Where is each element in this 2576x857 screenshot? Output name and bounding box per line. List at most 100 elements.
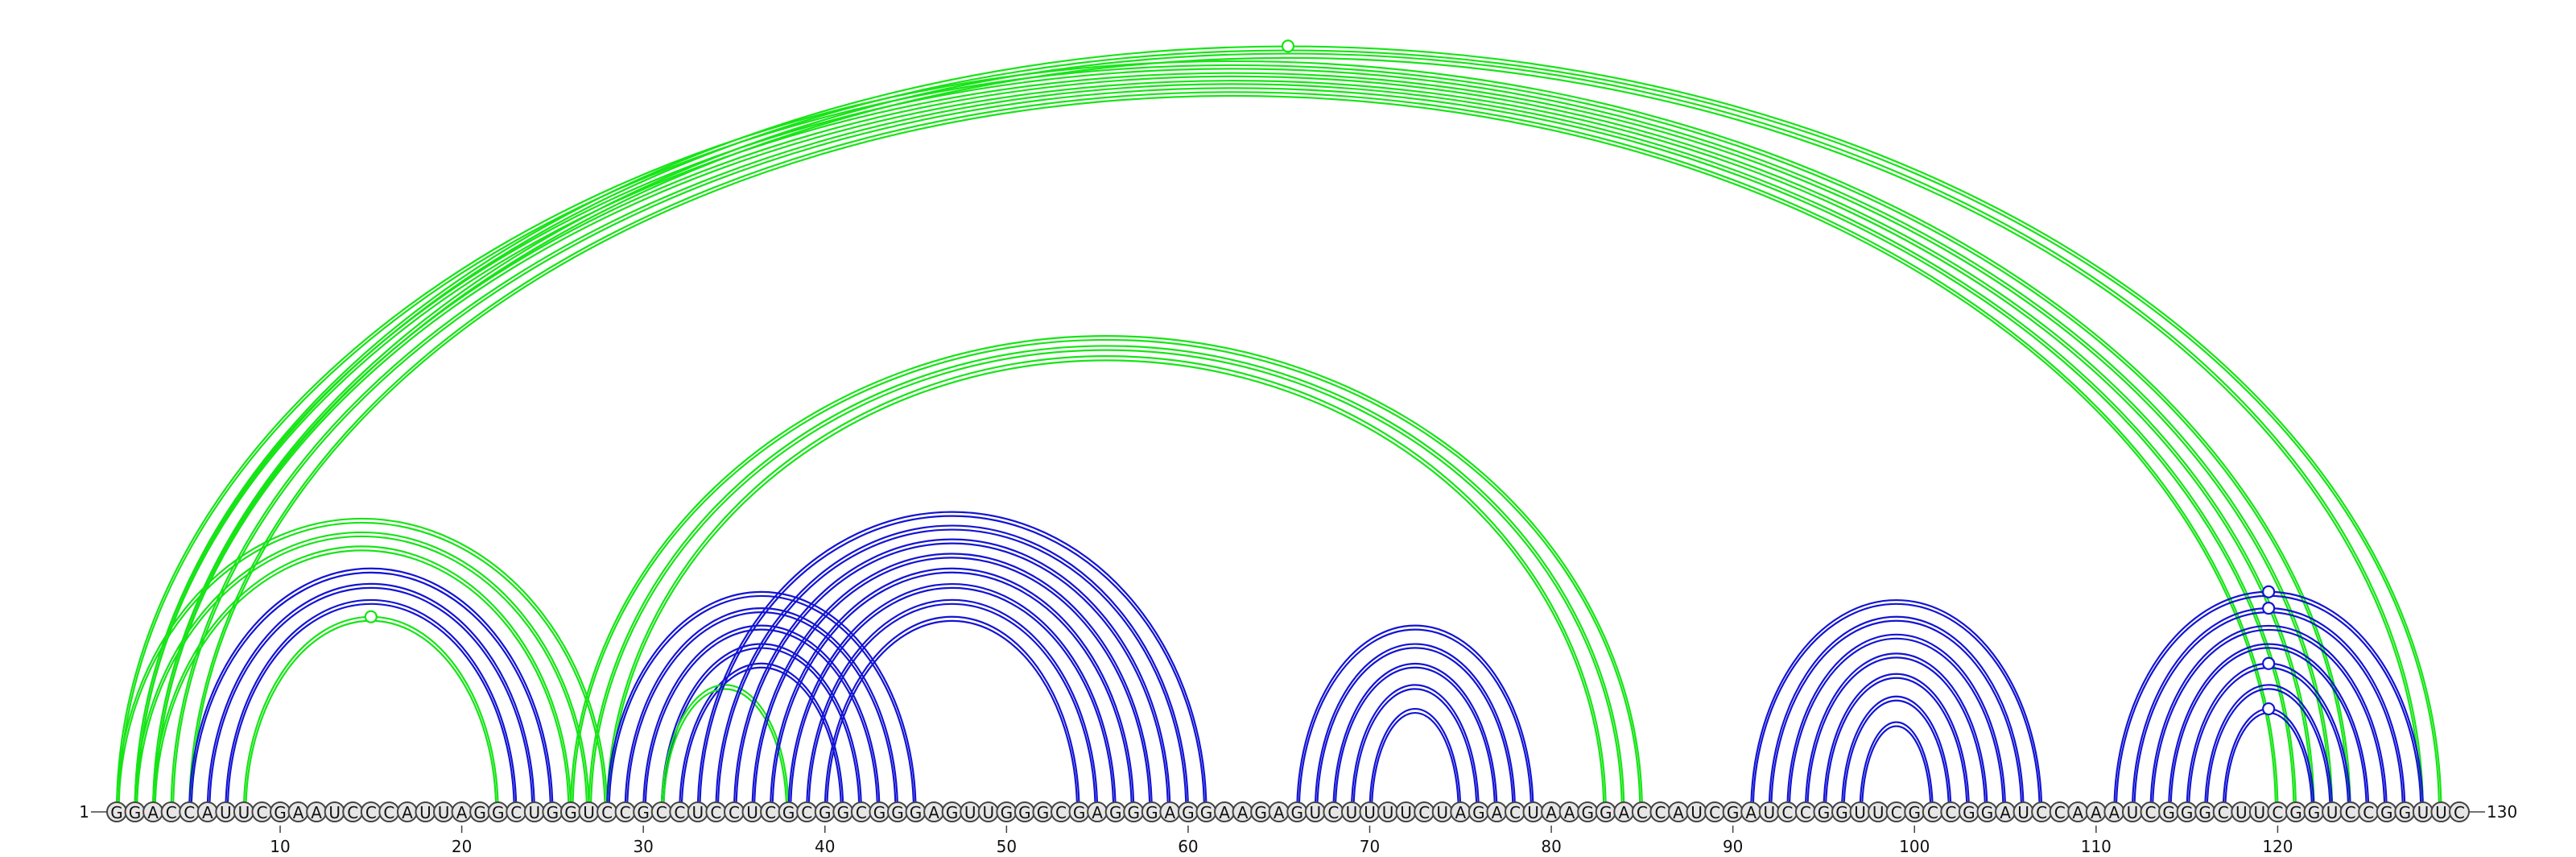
tick-label: 90 (1723, 837, 1743, 856)
nucleotide-letter: U (982, 803, 994, 822)
arc-green (135, 68, 2333, 812)
nucleotide-letter: G (110, 803, 123, 822)
nucleotide-letter: G (891, 803, 904, 822)
arc-green-inner (135, 49, 2441, 813)
nucleotide-letter: A (1673, 803, 1684, 822)
arc-green (117, 61, 2351, 812)
ticks-layer: 10 20 30 40 50 60 70 80 90 100 110 120 (270, 826, 2293, 856)
nucleotide-letter: U (1872, 803, 1885, 822)
arc-green (134, 531, 590, 813)
arc-green-inner (572, 340, 1640, 812)
nucleotide-letter: C (347, 803, 358, 822)
nucleotide-letter: U (583, 803, 595, 822)
nucleotide-letter: A (293, 803, 304, 822)
arc-green (605, 355, 1607, 813)
nucleotide-letter: C (256, 803, 267, 822)
nucleotide-letter: U (2235, 803, 2248, 822)
nucleotide-circle (2449, 801, 2470, 822)
nucleotide-letter: C (2345, 803, 2356, 822)
nucleotide-letter: G (1818, 803, 1831, 822)
nucleotide-letter: C (2036, 803, 2047, 822)
nucleotide-letter: U (328, 803, 341, 822)
arc-marker (1281, 39, 1295, 53)
arc-blue-inner (208, 586, 534, 813)
nucleotide-letter: U (692, 803, 704, 822)
arc-blue-inner (608, 594, 915, 813)
nucleotide-letter: G (1182, 803, 1195, 822)
arc-blue-inner (1806, 657, 1987, 813)
arc-marker (2262, 702, 2276, 716)
arc-blue (188, 567, 554, 813)
arc-blue (206, 582, 535, 813)
nucleotide-letter: A (928, 803, 939, 822)
nucleotide-letter: C (801, 803, 812, 822)
arc-green-inner (118, 521, 606, 813)
arc-blue-inner (644, 629, 879, 813)
arc-blue-inner (190, 571, 551, 813)
arc-blue (715, 524, 1190, 813)
arc-green (153, 77, 2314, 812)
tick-label: 100 (1899, 837, 1930, 856)
arc-blue-inner (807, 602, 1096, 813)
nucleotide-letter: C (1654, 803, 1666, 822)
arc-blue-inner (680, 666, 842, 813)
nucleotide-letter: C (2054, 803, 2066, 822)
nucleotide-letter: A (1745, 803, 1757, 822)
tick-label: 120 (2262, 837, 2293, 856)
arc-blue (1332, 663, 1498, 813)
nucleotide-letter: G (1200, 803, 1213, 822)
arc-green (170, 83, 2297, 813)
arc-marker (364, 610, 378, 623)
arc-blue (225, 598, 518, 813)
nucleotide-letter: G (129, 803, 142, 822)
nucleotide-letter: C (2363, 803, 2374, 822)
nucleotide-letter: G (1146, 803, 1158, 822)
nucleotide-letter: U (2254, 803, 2266, 822)
arc-blue (1314, 643, 1517, 813)
nucleotide-letter: G (819, 803, 832, 822)
arc-green-inner (172, 87, 2295, 813)
arc-green-inner (589, 349, 1623, 813)
arc-blue (2114, 592, 2422, 812)
nucleotide-letter: A (2000, 803, 2011, 822)
nucleotide-letter: G (1909, 803, 1922, 822)
nucleotide-letter: C (1891, 803, 1902, 822)
nucleotide-letter: G (1128, 803, 1141, 822)
arc-blue-inner (1752, 602, 2041, 813)
nucleotide-letter: C (1781, 803, 1793, 822)
nucleotide-letter: U (1763, 803, 1775, 822)
nucleotide-letter: C (2218, 803, 2229, 822)
nucleotide-letter: G (1001, 803, 1013, 822)
arc-blue (1804, 653, 1988, 813)
nucleotide-letter: U (220, 803, 232, 822)
nucleotide-letter: C (2145, 803, 2157, 822)
arc-marker (2262, 602, 2276, 615)
arc-green-inner (135, 535, 588, 813)
nucleotide-letter: G (1472, 803, 1485, 822)
nucleotide-letter: A (2091, 803, 2102, 822)
nucleotide-letter: C (1055, 803, 1067, 822)
nucleotide-letter: U (2127, 803, 2139, 822)
nucleotide-letter: A (147, 803, 159, 822)
nucleotide-letter: C (856, 803, 867, 822)
arc-blue (1350, 684, 1480, 813)
nucleotide-letter: G (1109, 803, 1122, 822)
nucleotide-letter: A (1092, 803, 1103, 822)
nucleotide-letter: G (1981, 803, 1994, 822)
arc-green-inner (119, 65, 2349, 812)
nucleotide-letter: A (402, 803, 413, 822)
arc-blue (642, 625, 881, 813)
nucleotide-letter: G (637, 803, 650, 822)
arc-blue-inner (790, 586, 1115, 813)
nucleotide-letter: A (1492, 803, 1503, 822)
tick-label: 70 (1360, 837, 1380, 856)
nucleotide-letter: C (510, 803, 522, 822)
nucleotide-letter: C (365, 803, 377, 822)
start-label: 1 (79, 802, 89, 822)
arc-blue-inner (716, 529, 1187, 813)
arc-green (588, 345, 1625, 813)
arc-green (242, 615, 499, 813)
nucleotide-letter: U (1382, 803, 1394, 822)
arcs-layer (117, 45, 2442, 813)
